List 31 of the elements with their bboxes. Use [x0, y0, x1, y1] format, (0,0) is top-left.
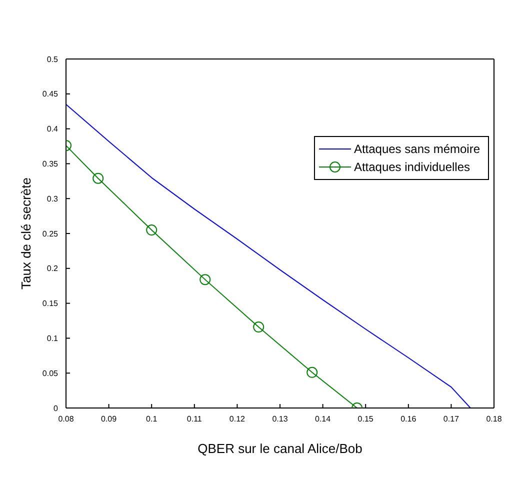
y-tick-label: 0: [54, 404, 59, 413]
x-tick-label: 0.16: [400, 414, 417, 424]
y-tick-label: 0.15: [42, 299, 59, 308]
y-tick-label: 0.25: [42, 229, 59, 238]
x-tick-label: 0.15: [358, 414, 374, 424]
x-axis-title: QBER sur le canal Alice/Bob: [198, 441, 362, 456]
point: [306, 366, 318, 378]
x-tick-label: 0.08: [58, 414, 74, 424]
y-tick-label: 0.1: [46, 334, 59, 344]
y-tick-label: 0.45: [42, 90, 59, 99]
legend-label: Attaques sans mémoire: [354, 142, 480, 156]
y-tick-label: 0.5: [46, 54, 59, 64]
y-tick-label: 0.2: [46, 264, 59, 274]
point: [200, 274, 211, 286]
x-tick-label: 0.12: [229, 414, 246, 424]
y-tick-label: 0.3: [46, 194, 59, 204]
point: [253, 322, 264, 333]
x-tick-label: 0.09: [101, 414, 118, 424]
point: [92, 172, 104, 184]
legend-label: Attaques individuelles: [354, 160, 470, 174]
y-tick-label: 0.05: [42, 368, 59, 378]
y-tick-label: 0.35: [42, 160, 59, 169]
x-tick-label: 0.1: [146, 414, 158, 424]
y-tick-label: 0.4: [46, 124, 59, 134]
point: [146, 224, 158, 236]
x-tick-label: 0.18: [486, 414, 502, 424]
x-tick-label: 0.17: [443, 414, 460, 424]
x-tick-label: 0.13: [272, 414, 288, 424]
y-axis-title: Taux de clé secrète: [18, 177, 34, 290]
x-tick-label: 0.11: [186, 414, 202, 424]
x-tick-label: 0.14: [315, 414, 332, 424]
